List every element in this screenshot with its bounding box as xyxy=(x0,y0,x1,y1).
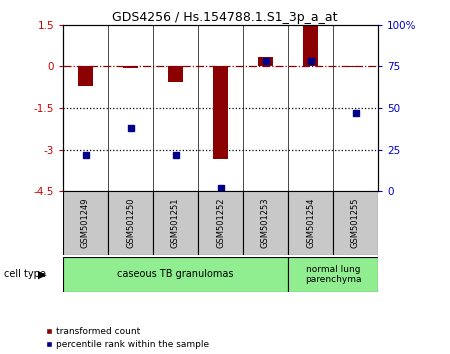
Text: GSM501254: GSM501254 xyxy=(306,198,315,248)
Bar xyxy=(302,23,319,67)
Bar xyxy=(198,191,243,255)
Bar xyxy=(333,191,378,255)
Bar xyxy=(288,257,378,292)
Text: GSM501255: GSM501255 xyxy=(351,198,360,248)
Bar xyxy=(212,67,228,159)
Bar xyxy=(167,67,184,82)
Text: caseous TB granulomas: caseous TB granulomas xyxy=(117,269,234,279)
Bar xyxy=(257,57,274,67)
Text: GSM501250: GSM501250 xyxy=(126,198,135,248)
Text: GSM501253: GSM501253 xyxy=(261,198,270,249)
Bar xyxy=(243,191,288,255)
Text: cell type: cell type xyxy=(4,269,46,279)
Text: GSM501251: GSM501251 xyxy=(171,198,180,248)
Text: GSM501249: GSM501249 xyxy=(81,198,90,248)
Text: GDS4256 / Hs.154788.1.S1_3p_a_at: GDS4256 / Hs.154788.1.S1_3p_a_at xyxy=(112,11,338,24)
Text: normal lung
parenchyma: normal lung parenchyma xyxy=(305,265,361,284)
Bar xyxy=(288,191,333,255)
Bar xyxy=(77,67,94,86)
Text: ▶: ▶ xyxy=(38,269,47,279)
Bar xyxy=(63,257,288,292)
Legend: transformed count, percentile rank within the sample: transformed count, percentile rank withi… xyxy=(45,327,209,349)
Bar xyxy=(122,67,139,68)
Bar xyxy=(153,191,198,255)
Bar xyxy=(63,191,108,255)
Text: GSM501252: GSM501252 xyxy=(216,198,225,248)
Bar xyxy=(108,191,153,255)
